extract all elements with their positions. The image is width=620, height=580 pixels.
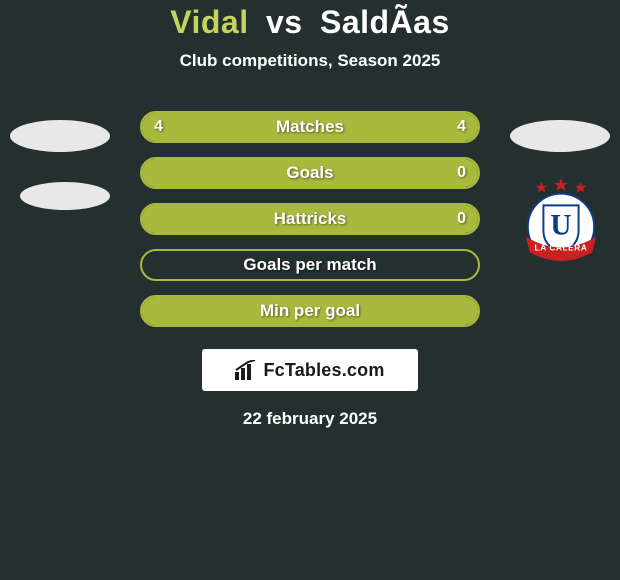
stat-value-right: 0 [457, 164, 466, 182]
stat-label: Min per goal [260, 301, 360, 321]
player1-name: Vidal [170, 4, 248, 40]
player1-club-placeholder-icon [20, 182, 110, 210]
stat-bar: Hattricks 0 [140, 203, 480, 235]
stat-value-left: 4 [154, 118, 163, 136]
chart-icon [235, 360, 257, 380]
stat-label: Matches [276, 117, 344, 137]
stat-bar: Min per goal [140, 295, 480, 327]
vs-text: vs [258, 4, 311, 40]
brand-box: FcTables.com [202, 349, 418, 391]
stat-label: Goals [286, 163, 333, 183]
stat-bar: Matches 4 4 [140, 111, 480, 143]
brand-text: FcTables.com [263, 360, 384, 381]
player2-club-badge: U LA CALERA [512, 178, 610, 262]
svg-text:U: U [550, 210, 571, 242]
svg-text:LA CALERA: LA CALERA [535, 242, 588, 252]
comparison-bars: Matches 4 4 Goals 0 Hattricks 0 Goals per match… [140, 111, 480, 327]
stat-label: Goals per match [243, 255, 376, 275]
date-label: 22 february 2025 [0, 409, 620, 429]
subtitle: Club competitions, Season 2025 [0, 51, 620, 71]
stat-bar: Goals per match [140, 249, 480, 281]
stat-label: Hattricks [274, 209, 347, 229]
player1-placeholder-icon [10, 120, 110, 152]
stat-value-right: 4 [457, 118, 466, 136]
page-title: Vidal vs SaldÃas [0, 4, 620, 41]
stat-value-right: 0 [457, 210, 466, 228]
player2-badge-group [510, 120, 610, 152]
player2-placeholder-icon [510, 120, 610, 152]
stat-bar: Goals 0 [140, 157, 480, 189]
player1-badge-group [10, 120, 110, 210]
player2-name: SaldÃas [320, 4, 450, 40]
